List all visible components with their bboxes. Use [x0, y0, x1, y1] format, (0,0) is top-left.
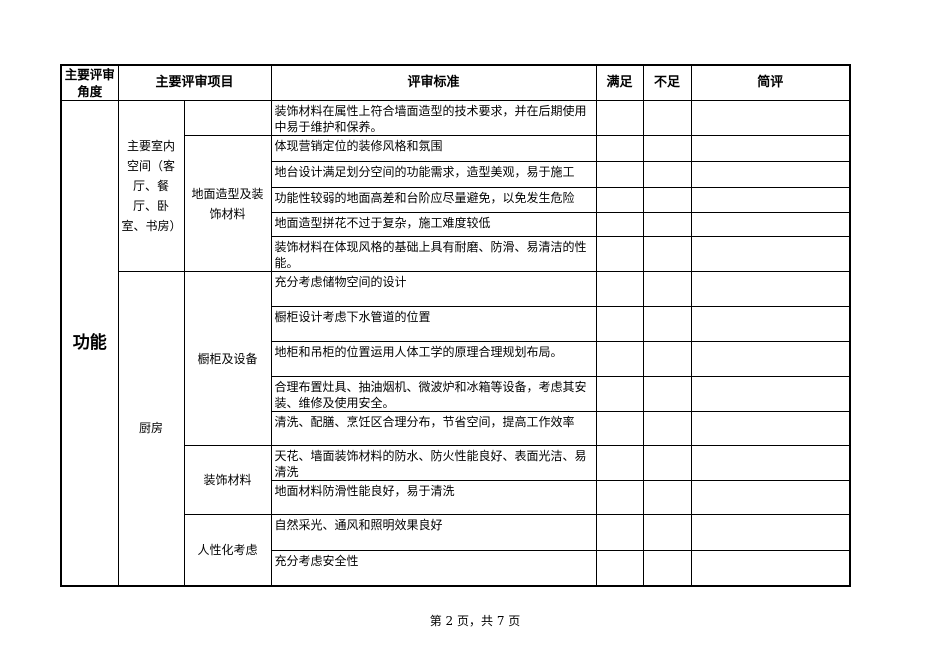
header-comment: 简评 [690, 64, 851, 101]
comment-cell[interactable] [690, 514, 851, 551]
table-row: 人性化考虑 自然采光、通风和照明效果良好 [61, 514, 851, 586]
satisfied-cell[interactable] [595, 306, 644, 342]
table-row: 装饰材料在体现风格的基础上具有耐磨、防滑、易清洁的性能。 [61, 236, 851, 272]
comment-cell[interactable] [690, 341, 851, 377]
insufficient-cell[interactable] [642, 480, 692, 515]
comment-cell[interactable] [690, 550, 851, 586]
insufficient-cell[interactable] [642, 376, 692, 412]
table-row: 功能性较弱的地面高差和台阶应尽量避免，以免发生危险 [61, 187, 851, 213]
table-row: 充分考虑安全性 [61, 550, 851, 586]
evaluation-table: 主要评审角度 主要评审项目 评审标准 满足 不足 简评 功能 主要室内空间（客厅… [60, 64, 851, 587]
comment-cell[interactable] [690, 135, 851, 162]
insufficient-cell[interactable] [642, 161, 692, 188]
criterion-cell: 自然采光、通风和照明效果良好 [270, 514, 597, 551]
header-row: 主要评审角度 主要评审项目 评审标准 满足 不足 简评 [60, 64, 851, 101]
satisfied-cell[interactable] [595, 271, 644, 307]
satisfied-cell[interactable] [595, 376, 644, 412]
table-row: 合理布置灶具、抽油烟机、微波炉和冰箱等设备，考虑其安装、维修及使用安全。 [61, 376, 851, 412]
comment-cell[interactable] [690, 212, 851, 237]
criterion-cell: 天花、墙面装饰材料的防水、防火性能良好、表面光洁、易清洗 [270, 445, 597, 481]
criterion-cell: 清洗、配膳、烹饪区合理分布，节省空间，提高工作效率 [270, 411, 597, 446]
space-cell: 厨房 [117, 271, 185, 586]
header-angle: 主要评审角度 [60, 64, 119, 101]
criterion-cell: 地台设计满足划分空间的功能需求，造型美观，易于施工 [270, 161, 597, 188]
space-cell: 主要室内空间（客厅、餐厅、卧室、书房） [117, 100, 185, 272]
table-row: 地面造型及装饰材料 体现营销定位的装修风格和氛围 [61, 135, 851, 272]
comment-cell[interactable] [690, 411, 851, 446]
group-cell: 人性化考虑 [183, 514, 272, 586]
satisfied-cell[interactable] [595, 135, 644, 162]
satisfied-cell[interactable] [595, 445, 644, 481]
satisfied-cell[interactable] [595, 341, 644, 377]
group-cell: 地面造型及装饰材料 [183, 135, 272, 272]
criterion-cell: 合理布置灶具、抽油烟机、微波炉和冰箱等设备，考虑其安装、维修及使用安全。 [270, 376, 597, 412]
insufficient-cell[interactable] [642, 271, 692, 307]
comment-cell[interactable] [690, 271, 851, 307]
header-insufficient: 不足 [642, 64, 692, 101]
header-standard: 评审标准 [270, 64, 597, 101]
satisfied-cell[interactable] [595, 550, 644, 586]
page-footer: 第 2 页，共 7 页 [429, 614, 521, 628]
group-cell: 装饰材料 [183, 445, 272, 515]
comment-cell[interactable] [690, 161, 851, 188]
table-row: 地面造型拼花不过于复杂，施工难度较低 [61, 212, 851, 237]
table-row: 装饰材料 天花、墙面装饰材料的防水、防火性能良好、表面光洁、易清洗 [61, 445, 851, 515]
insufficient-cell[interactable] [642, 341, 692, 377]
comment-cell[interactable] [690, 306, 851, 342]
satisfied-cell[interactable] [595, 100, 644, 136]
table-row: 功能 主要室内空间（客厅、餐厅、卧室、书房） 装饰材料在属性上符合墙面造型的技术… [60, 100, 851, 586]
comment-cell[interactable] [690, 236, 851, 272]
satisfied-cell[interactable] [595, 480, 644, 515]
criterion-cell: 装饰材料在体现风格的基础上具有耐磨、防滑、易清洁的性能。 [270, 236, 597, 272]
table-row: 地面材料防滑性能良好，易于清洗 [61, 480, 851, 515]
criterion-cell: 地面材料防滑性能良好，易于清洗 [270, 480, 597, 515]
table-row: 地柜和吊柜的位置运用人体工学的原理合理规划布局。 [61, 341, 851, 377]
category-cell: 功能 [60, 100, 119, 586]
insufficient-cell[interactable] [642, 212, 692, 237]
group-cell: 橱柜及设备 [183, 271, 272, 446]
insufficient-cell[interactable] [642, 100, 692, 136]
comment-cell[interactable] [690, 445, 851, 481]
header-satisfied: 满足 [595, 64, 644, 101]
satisfied-cell[interactable] [595, 212, 644, 237]
insufficient-cell[interactable] [642, 236, 692, 272]
insufficient-cell[interactable] [642, 550, 692, 586]
table-row: 清洗、配膳、烹饪区合理分布，节省空间，提高工作效率 [61, 411, 851, 446]
comment-cell[interactable] [690, 187, 851, 213]
criterion-cell: 地柜和吊柜的位置运用人体工学的原理合理规划布局。 [270, 341, 597, 377]
satisfied-cell[interactable] [595, 187, 644, 213]
table-row: 厨房 橱柜及设备 充分考虑储物空间的设计 [61, 271, 851, 586]
criterion-cell: 充分考虑储物空间的设计 [270, 271, 597, 307]
insufficient-cell[interactable] [642, 445, 692, 481]
criterion-cell: 橱柜设计考虑下水管道的位置 [270, 306, 597, 342]
header-item: 主要评审项目 [117, 64, 272, 101]
satisfied-cell[interactable] [595, 411, 644, 446]
criterion-cell: 充分考虑安全性 [270, 550, 597, 586]
criterion-cell: 装饰材料在属性上符合墙面造型的技术要求，并在后期使用中易于维护和保养。 [270, 100, 597, 136]
insufficient-cell[interactable] [642, 135, 692, 162]
insufficient-cell[interactable] [642, 411, 692, 446]
satisfied-cell[interactable] [595, 236, 644, 272]
insufficient-cell[interactable] [642, 187, 692, 213]
criterion-cell: 功能性较弱的地面高差和台阶应尽量避免，以免发生危险 [270, 187, 597, 213]
satisfied-cell[interactable] [595, 161, 644, 188]
insufficient-cell[interactable] [642, 306, 692, 342]
criterion-cell: 地面造型拼花不过于复杂，施工难度较低 [270, 212, 597, 237]
comment-cell[interactable] [690, 480, 851, 515]
group-cell [183, 100, 272, 136]
table-row: 橱柜设计考虑下水管道的位置 [61, 306, 851, 342]
criterion-cell: 体现营销定位的装修风格和氛围 [270, 135, 597, 162]
satisfied-cell[interactable] [595, 514, 644, 551]
comment-cell[interactable] [690, 100, 851, 136]
insufficient-cell[interactable] [642, 514, 692, 551]
comment-cell[interactable] [690, 376, 851, 412]
